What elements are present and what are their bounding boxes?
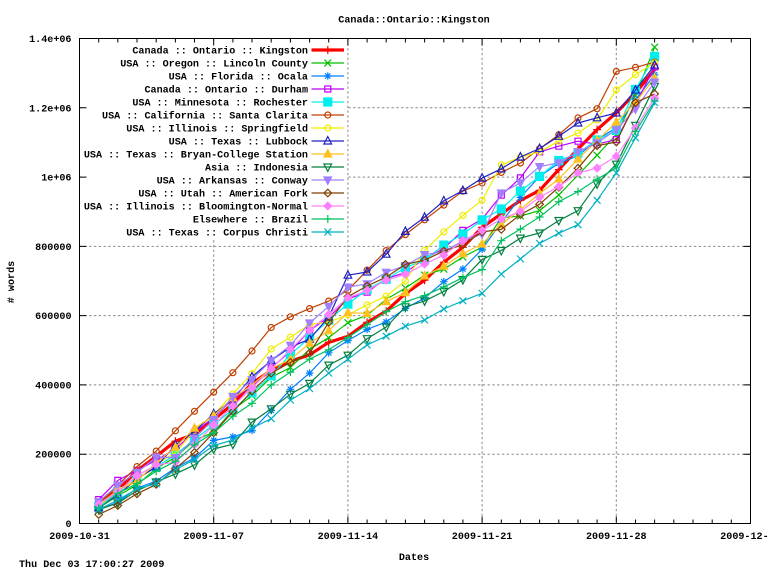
svg-text:Canada::Ontario::Kingston: Canada::Ontario::Kingston	[338, 15, 489, 27]
svg-text:1.2e+06: 1.2e+06	[29, 104, 71, 115]
svg-text:USA :: Illinois :: Springfield: USA :: Illinois :: Springfield	[126, 124, 308, 136]
svg-text:400000: 400000	[35, 381, 71, 392]
svg-text:USA :: Arkansas :: Conway: USA :: Arkansas :: Conway	[157, 176, 308, 188]
svg-text:USA :: Oregon :: Lincoln Count: USA :: Oregon :: Lincoln County	[120, 59, 308, 71]
svg-text:Canada :: Ontario :: Durham: Canada :: Ontario :: Durham	[144, 85, 308, 97]
svg-text:1.4e+06: 1.4e+06	[29, 35, 71, 46]
svg-text:USA :: Illinois :: Bloomington: USA :: Illinois :: Bloomington-Normal	[84, 202, 308, 214]
svg-text:2009-11-14: 2009-11-14	[318, 532, 379, 543]
svg-text:Asia :: Indonesia: Asia :: Indonesia	[205, 163, 308, 175]
svg-text:2009-11-21: 2009-11-21	[452, 532, 513, 543]
svg-text:USA :: Texas :: Lubbock: USA :: Texas :: Lubbock	[169, 137, 308, 149]
svg-text:2009-11-28: 2009-11-28	[586, 532, 647, 543]
svg-text:Elsewhere :: Brazil: Elsewhere :: Brazil	[193, 215, 308, 227]
svg-text:2009-10-31: 2009-10-31	[49, 532, 110, 543]
svg-text:USA :: California :: Santa Cla: USA :: California :: Santa Clarita	[102, 111, 308, 123]
svg-text:2009-12-05: 2009-12-05	[720, 532, 768, 543]
svg-text:Dates: Dates	[399, 553, 429, 564]
svg-text:USA :: Minnesota :: Rochester: USA :: Minnesota :: Rochester	[132, 98, 308, 110]
svg-text:USA :: Texas :: Corpus Christi: USA :: Texas :: Corpus Christi	[126, 228, 308, 240]
svg-text:Thu Dec 03 17:00:27 2009: Thu Dec 03 17:00:27 2009	[19, 559, 164, 571]
svg-text:USA :: Florida :: Ocala: USA :: Florida :: Ocala	[169, 72, 308, 84]
svg-text:USA :: Utah :: American Fork: USA :: Utah :: American Fork	[138, 189, 308, 201]
svg-text:200000: 200000	[35, 451, 71, 462]
svg-text:0: 0	[65, 520, 71, 531]
svg-text:600000: 600000	[35, 312, 71, 323]
svg-text:1e+06: 1e+06	[41, 174, 71, 185]
svg-text:USA :: Texas :: Bryan-College: USA :: Texas :: Bryan-College Station	[84, 150, 308, 162]
svg-text:2009-11-07: 2009-11-07	[183, 532, 244, 543]
svg-text:Canada :: Ontario :: Kingston: Canada :: Ontario :: Kingston	[132, 46, 308, 58]
svg-text:800000: 800000	[35, 243, 71, 254]
svg-text:# words: # words	[6, 261, 18, 303]
